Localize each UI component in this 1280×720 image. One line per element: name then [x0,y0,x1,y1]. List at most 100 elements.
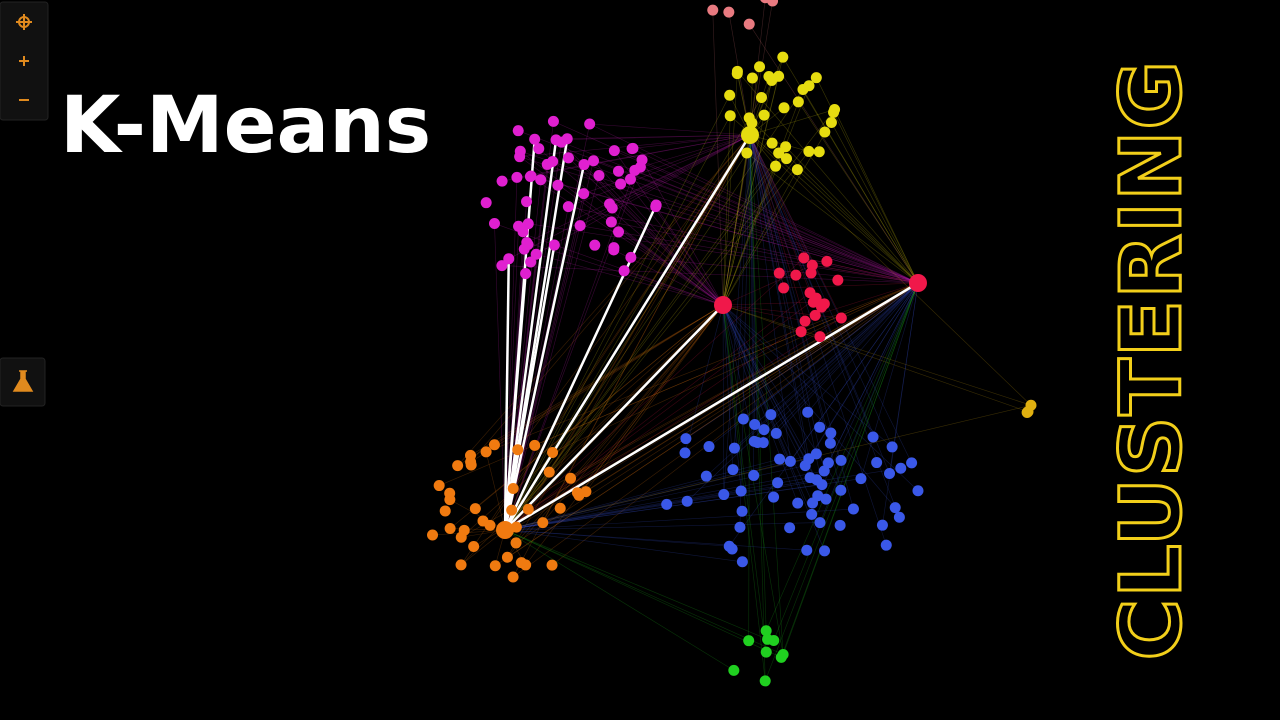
edge [516,134,751,528]
flask-icon [12,370,34,392]
center-button[interactable] [16,14,32,30]
node [754,61,766,73]
node [795,326,807,338]
edge [749,134,805,259]
node [906,457,918,469]
node [552,179,564,191]
node [758,424,770,436]
edge [722,304,734,470]
edge [470,134,751,463]
hub-node [714,296,732,314]
node [522,218,534,230]
node [547,446,559,458]
edge [585,282,919,492]
edge [504,95,730,531]
node [613,226,625,238]
node [503,253,515,265]
edge [530,175,919,284]
edge [734,134,751,449]
edge [749,134,1032,406]
edge [585,304,724,492]
node [608,145,620,157]
node [778,102,790,114]
edge [551,282,919,566]
highlight-edge [503,138,569,531]
edges [432,0,1032,682]
node [465,456,477,468]
edge [749,134,811,293]
node [819,126,831,138]
zoom-in-button[interactable] [19,56,29,66]
node [749,419,761,431]
node [803,80,815,92]
edge [730,115,919,284]
node [512,444,524,456]
edge [749,134,912,463]
node [555,136,567,148]
node [746,117,758,129]
node [825,427,837,439]
node [855,473,867,485]
node [806,508,818,520]
edge [748,23,919,284]
node [661,498,673,510]
edge [641,159,724,306]
highlight-edge [503,164,586,531]
node [773,267,785,279]
node [489,560,501,572]
edge [748,134,751,641]
edge [749,134,767,631]
edge [783,282,919,289]
node [768,634,780,646]
edge [685,282,919,439]
node [763,70,775,82]
edge [819,282,919,523]
edge [552,282,919,453]
node [804,472,816,484]
node [703,441,715,453]
edge [815,282,919,316]
edge [504,529,730,547]
node [829,104,841,116]
node [814,517,826,529]
node [517,226,529,238]
edge [512,134,751,578]
node [439,505,451,517]
node [468,540,480,552]
node [735,485,747,497]
edge [504,522,821,531]
node [514,151,526,163]
edge [504,529,743,563]
node [546,559,558,571]
edge [504,445,535,531]
edge [516,134,751,178]
highlight-edge [504,304,724,531]
edge [722,66,760,306]
edge [536,134,751,255]
edge [749,134,842,319]
edge [722,85,810,306]
edge [578,282,919,496]
node [612,165,624,177]
node [772,477,784,489]
node [700,470,712,482]
edge [504,292,811,531]
node [606,202,618,214]
edge [749,134,874,438]
node [605,216,617,228]
edge [749,134,784,288]
edge [593,160,919,284]
node [518,243,530,255]
node [452,460,464,472]
node [458,524,470,536]
edge [508,134,751,260]
node [768,491,780,503]
node [501,551,513,563]
node [510,537,522,549]
node [515,557,527,569]
node [608,242,620,254]
edge [722,301,814,306]
node [871,457,883,469]
edge [485,451,506,531]
node [618,265,630,277]
